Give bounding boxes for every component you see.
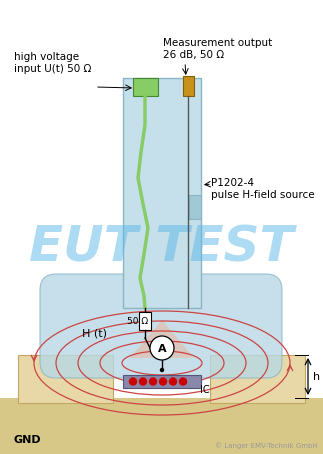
Circle shape: [160, 378, 166, 385]
Bar: [183, 76, 194, 96]
Text: 50 Ω: 50 Ω: [127, 317, 148, 326]
Text: EUT TEST: EUT TEST: [29, 224, 293, 272]
Circle shape: [150, 378, 157, 385]
FancyBboxPatch shape: [40, 274, 282, 378]
Text: GND: GND: [14, 435, 42, 445]
Bar: [189, 195, 201, 219]
Text: Measurement output
26 dB, 50 Ω: Measurement output 26 dB, 50 Ω: [163, 38, 272, 59]
Text: © Langer EMV-Technik GmbH: © Langer EMV-Technik GmbH: [215, 442, 318, 449]
Text: H (t): H (t): [82, 328, 107, 338]
Circle shape: [161, 369, 163, 371]
Circle shape: [140, 378, 147, 385]
Text: IC: IC: [200, 385, 210, 395]
Bar: [0, 398, 323, 454]
Circle shape: [150, 336, 174, 360]
Polygon shape: [130, 320, 194, 358]
Bar: [210, 355, 305, 403]
Text: high voltage
input U(t) 50 Ω: high voltage input U(t) 50 Ω: [14, 52, 91, 74]
Bar: [123, 78, 201, 308]
Circle shape: [180, 378, 186, 385]
Text: A: A: [158, 344, 166, 354]
Bar: [18, 355, 113, 403]
Bar: [139, 312, 151, 330]
Bar: [123, 375, 201, 388]
Text: h: h: [313, 372, 320, 382]
Text: P1202-4
pulse H-field source: P1202-4 pulse H-field source: [211, 178, 315, 200]
Circle shape: [130, 378, 137, 385]
Bar: [133, 78, 158, 96]
Circle shape: [170, 378, 176, 385]
